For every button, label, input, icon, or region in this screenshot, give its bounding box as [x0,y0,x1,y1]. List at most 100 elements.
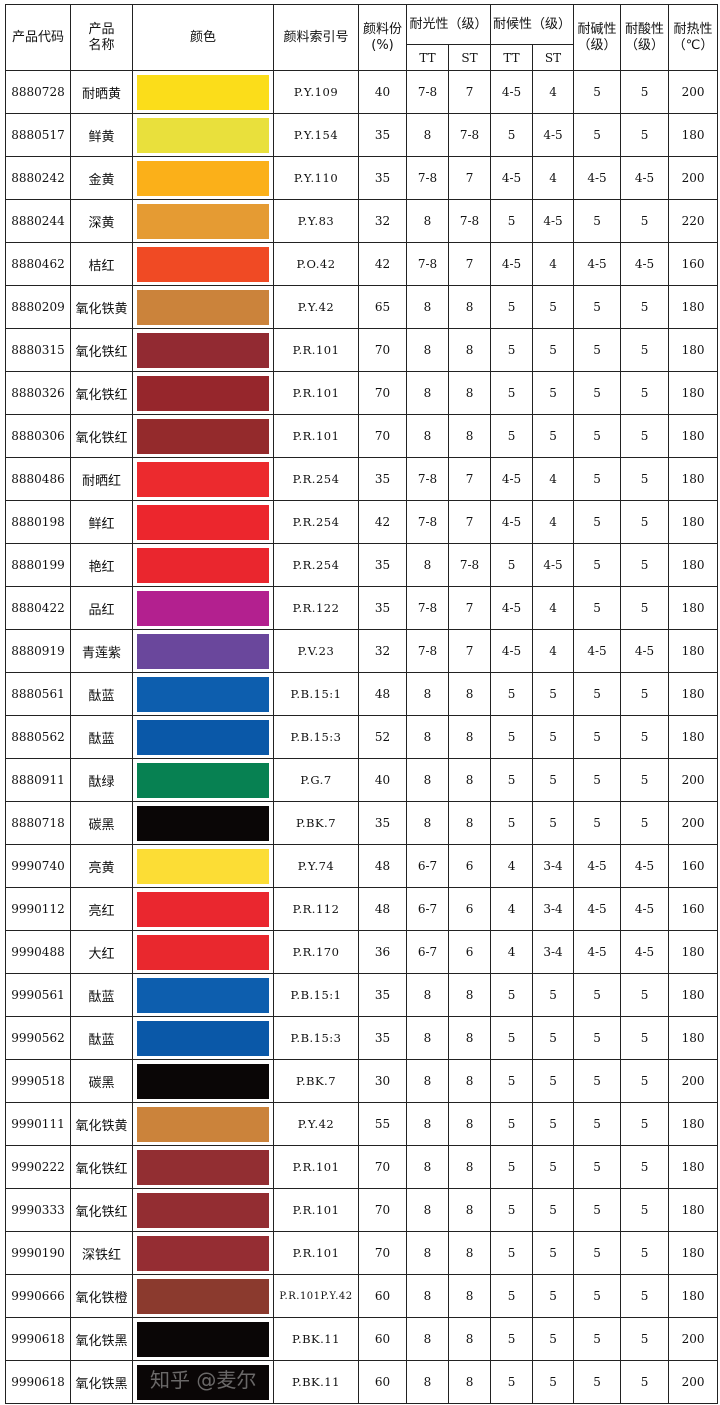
product-name: 氧化铁红 [70,1145,133,1189]
pigment-pct: 48 [358,844,407,888]
table-row: 8880242 金黄 P.Y.110 35 7-8 7 4-5 4 4-5 4-5 200 [5,156,719,200]
color-swatch [137,977,269,1013]
light-tt: 8 [406,1016,449,1060]
light-tt: 8 [406,1317,449,1361]
light-tt: 6-7 [406,930,449,974]
product-code: 8880486 [5,457,71,501]
weather-st: 4-5 [532,199,575,243]
color-swatch [137,547,269,583]
product-name: 深黄 [70,199,133,243]
product-name: 碳黑 [70,1059,133,1103]
product-code: 9990740 [5,844,71,888]
color-swatch-cell [132,242,274,286]
table-row: 8880198 鲜红 P.R.254 42 7-8 7 4-5 4 5 5 180 [5,500,719,544]
weather-tt: 5 [490,801,534,845]
color-swatch-cell [132,543,274,587]
weather-st: 4-5 [532,113,575,157]
color-swatch [137,246,269,282]
light-st: 8 [447,1360,492,1404]
pigment-pct: 65 [358,285,407,329]
table-row: 8880209 氧化铁黄 P.Y.42 65 8 8 5 5 5 5 180 [5,285,719,329]
light-st: 8 [447,328,492,372]
product-code: 8880199 [5,543,71,587]
pigment-pct: 35 [358,973,407,1017]
pigment-index: P.R.122 [273,586,359,630]
pigment-pct: 32 [358,629,407,673]
header-light-st: ST [447,44,492,71]
color-swatch [137,848,269,884]
color-swatch-cell [132,1145,274,1189]
color-swatch-cell [132,285,274,329]
weather-tt: 5 [490,1145,534,1189]
product-code: 9990111 [5,1102,71,1146]
pigment-index: P.B.15:3 [273,1016,359,1060]
pigment-index: P.Y.109 [273,70,359,114]
color-swatch-cell [132,801,274,845]
heat: 180 [668,414,719,458]
acid: 5 [620,1145,670,1189]
heat: 180 [668,543,719,587]
product-code: 8880326 [5,371,71,415]
table-row: 9990562 酞蓝 P.B.15:3 35 8 8 5 5 5 5 180 [5,1016,719,1060]
light-st: 8 [447,1145,492,1189]
product-code: 8880517 [5,113,71,157]
product-name: 深铁红 [70,1231,133,1275]
weather-st: 5 [532,1231,575,1275]
pigment-index: P.BK.11 [273,1317,359,1361]
weather-tt: 5 [490,672,534,716]
pigment-index: P.R.101P.Y.42 [273,1274,359,1318]
alkali: 5 [573,285,622,329]
acid: 5 [620,113,670,157]
product-name: 亮红 [70,887,133,931]
table-row: 8880562 酞蓝 P.B.15:3 52 8 8 5 5 5 5 180 [5,715,719,759]
pigment-pct: 70 [358,1188,407,1232]
pigment-pct: 52 [358,715,407,759]
light-st: 8 [447,1016,492,1060]
color-swatch [137,332,269,368]
alkali: 5 [573,199,622,243]
product-name: 鲜黄 [70,113,133,157]
acid: 5 [620,801,670,845]
product-name: 艳红 [70,543,133,587]
light-tt: 7-8 [406,242,449,286]
product-code: 8880561 [5,672,71,716]
acid: 5 [620,1231,670,1275]
light-tt: 8 [406,1274,449,1318]
heat: 180 [668,500,719,544]
light-tt: 8 [406,715,449,759]
pigment-index: P.Y.74 [273,844,359,888]
table-row: 9990333 氧化铁红 P.R.101 70 8 8 5 5 5 5 180 [5,1188,719,1232]
color-swatch-cell [132,887,274,931]
pigment-pct: 48 [358,672,407,716]
color-swatch-cell [132,414,274,458]
alkali: 4-5 [573,844,622,888]
color-swatch [137,719,269,755]
acid: 4-5 [620,844,670,888]
light-st: 8 [447,414,492,458]
table-row: 8880486 耐晒红 P.R.254 35 7-8 7 4-5 4 5 5 180 [5,457,719,501]
color-swatch [137,1063,269,1099]
heat: 180 [668,930,719,974]
color-swatch-cell [132,70,274,114]
pigment-index: P.V.23 [273,629,359,673]
light-st: 7 [447,500,492,544]
product-name: 氧化铁红 [70,414,133,458]
light-tt: 8 [406,371,449,415]
product-code: 9990222 [5,1145,71,1189]
light-st: 8 [447,672,492,716]
color-swatch-cell [132,199,274,243]
acid: 5 [620,285,670,329]
weather-st: 4 [532,586,575,630]
weather-st: 3-4 [532,930,575,974]
table-row: 8880306 氧化铁红 P.R.101 70 8 8 5 5 5 5 180 [5,414,719,458]
light-st: 8 [447,1102,492,1146]
acid: 5 [620,457,670,501]
pigment-pct: 40 [358,70,407,114]
color-swatch [137,1235,269,1271]
pigment-pct: 36 [358,930,407,974]
acid: 4-5 [620,629,670,673]
pigment-index: P.R.101 [273,414,359,458]
table-row: 9990740 亮黄 P.Y.74 48 6-7 6 4 3-4 4-5 4-5 160 [5,844,719,888]
pigment-pct: 60 [358,1360,407,1404]
pigment-pct: 35 [358,543,407,587]
